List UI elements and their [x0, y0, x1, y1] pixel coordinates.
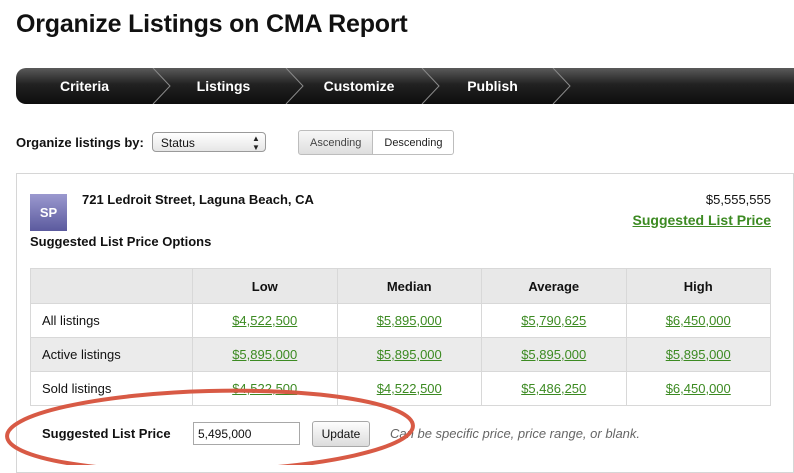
price-options-table: Low Median Average High All listings $4,… [30, 268, 771, 406]
listing-price: $5,555,555 [705, 192, 771, 207]
cell: $4,522,500 [336, 371, 482, 406]
row-label: Sold listings [30, 371, 193, 406]
cell: $5,895,000 [336, 303, 482, 338]
step-customize[interactable]: Customize [323, 78, 395, 94]
step-listings[interactable]: Listings [196, 78, 251, 94]
descending-button[interactable]: Descending [373, 130, 455, 155]
column-header-low: Low [192, 268, 338, 304]
column-header-average: Average [481, 268, 627, 304]
organize-label: Organize listings by: [16, 134, 144, 150]
suggested-price-label: Suggested List Price [42, 426, 171, 441]
price-link[interactable]: $5,895,000 [376, 347, 442, 362]
options-heading: Suggested List Price Options [30, 234, 212, 249]
price-link[interactable]: $4,522,500 [232, 381, 298, 396]
price-link[interactable]: $5,895,000 [232, 347, 298, 362]
column-header-blank [30, 268, 193, 304]
cell: $5,895,000 [625, 337, 771, 372]
cell: $6,450,000 [625, 371, 771, 406]
price-link[interactable]: $5,486,250 [521, 381, 587, 396]
status-badge: SP [30, 194, 67, 231]
table-header-row: Low Median Average High [30, 268, 771, 304]
organize-select-value: Status [160, 136, 195, 150]
price-link[interactable]: $4,522,500 [232, 313, 298, 328]
organize-row: Organize listings by: Status ▲ ▼ [16, 129, 266, 155]
update-button[interactable]: Update [312, 421, 370, 447]
row-label: All listings [30, 303, 193, 338]
step-publish[interactable]: Publish [467, 78, 518, 94]
price-link[interactable]: $5,895,000 [376, 313, 442, 328]
table-row: Sold listings $4,522,500 $4,522,500 $5,4… [30, 371, 771, 406]
suggested-price-hint: Can be specific price, price range, or b… [390, 426, 641, 441]
column-header-median: Median [336, 268, 482, 304]
listing-address: 721 Ledroit Street, Laguna Beach, CA [82, 192, 314, 207]
sort-toggle: Ascending Descending [298, 130, 455, 155]
cell: $5,486,250 [481, 371, 627, 406]
price-link[interactable]: $5,895,000 [521, 347, 587, 362]
price-link[interactable]: $5,895,000 [665, 347, 731, 362]
price-link[interactable]: $6,450,000 [665, 381, 731, 396]
step-separators [152, 68, 571, 104]
ascending-button[interactable]: Ascending [298, 130, 374, 155]
wizard-steps: Criteria Listings Customize Publish [16, 68, 794, 104]
suggested-price-input[interactable] [193, 422, 300, 445]
table-row: Active listings $5,895,000 $5,895,000 $5… [30, 337, 771, 372]
up-down-chevron-icon: ▲ ▼ [251, 134, 260, 152]
cell: $5,895,000 [336, 337, 482, 372]
row-label: Active listings [30, 337, 193, 372]
organize-select[interactable]: Status ▲ ▼ [151, 132, 266, 152]
price-link[interactable]: $5,790,625 [521, 313, 587, 328]
cell: $6,450,000 [625, 303, 771, 338]
price-link[interactable]: $6,450,000 [665, 313, 731, 328]
cell: $5,895,000 [192, 337, 338, 372]
page-title: Organize Listings on CMA Report [16, 10, 408, 38]
column-header-high: High [625, 268, 771, 304]
suggested-list-price-link[interactable]: Suggested List Price [632, 212, 771, 228]
cell: $5,895,000 [481, 337, 627, 372]
cell: $4,522,500 [192, 303, 338, 338]
cell: $4,522,500 [192, 371, 338, 406]
price-link[interactable]: $4,522,500 [376, 381, 442, 396]
cell: $5,790,625 [481, 303, 627, 338]
step-criteria[interactable]: Criteria [59, 78, 110, 94]
table-row: All listings $4,522,500 $5,895,000 $5,79… [30, 303, 771, 338]
